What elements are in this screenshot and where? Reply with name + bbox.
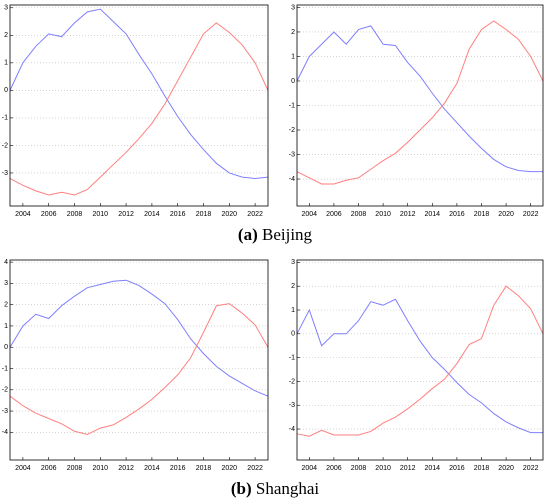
- caption: (a) Beijing: [238, 225, 313, 244]
- y-tick-label: 3: [4, 280, 8, 287]
- y-tick-label: 2: [291, 29, 295, 36]
- caption: (b) Shanghai: [231, 479, 320, 498]
- x-tick-label: 2018: [196, 465, 212, 472]
- y-tick-label: 1: [291, 53, 295, 60]
- y-tick-label: -2: [2, 387, 8, 394]
- x-tick-label: 2014: [425, 465, 441, 472]
- x-tick-label: 2022: [523, 211, 539, 218]
- y-tick-label: -2: [289, 127, 295, 134]
- caption-text: Shanghai: [256, 479, 320, 498]
- x-tick-label: 2014: [425, 211, 441, 218]
- axes-frame: [9, 259, 269, 461]
- y-tick-label: -3: [289, 151, 295, 158]
- axes-frame: [9, 4, 269, 207]
- x-tick-label: 2006: [326, 211, 342, 218]
- caption-label: (a): [238, 225, 258, 244]
- y-tick-label: 3: [4, 5, 8, 12]
- x-tick-label: 2016: [170, 465, 186, 472]
- x-tick-label: 2012: [118, 211, 134, 218]
- y-tick-label: 2: [4, 302, 8, 309]
- x-tick-label: 2004: [302, 465, 318, 472]
- y-tick-label: 0: [4, 344, 8, 351]
- x-tick-label: 2020: [498, 211, 514, 218]
- axes-frame: [296, 4, 544, 207]
- y-tick-label: -1: [2, 365, 8, 372]
- x-tick-label: 2010: [93, 465, 109, 472]
- x-tick-label: 2020: [222, 465, 238, 472]
- y-tick-label: 3: [291, 4, 295, 11]
- x-tick-label: 2022: [247, 465, 263, 472]
- x-tick-label: 2004: [302, 211, 318, 218]
- y-tick-label: -2: [2, 142, 8, 149]
- x-tick-label: 2010: [375, 465, 391, 472]
- x-tick-label: 2016: [449, 465, 465, 472]
- x-tick-label: 2020: [498, 465, 514, 472]
- y-tick-label: -2: [289, 378, 295, 385]
- y-tick-label: -1: [2, 115, 8, 122]
- y-tick-label: -3: [289, 402, 295, 409]
- y-tick-label: 0: [4, 87, 8, 94]
- x-tick-label: 2006: [41, 465, 57, 472]
- x-tick-label: 2006: [326, 465, 342, 472]
- y-tick-label: 4: [4, 259, 8, 266]
- y-tick-label: -4: [289, 426, 295, 433]
- y-tick-label: 2: [4, 32, 8, 39]
- y-tick-label: 3: [291, 259, 295, 266]
- y-tick-label: 2: [291, 283, 295, 290]
- y-tick-label: -4: [289, 176, 295, 183]
- caption-label: (b): [231, 479, 252, 498]
- x-tick-label: 2016: [449, 211, 465, 218]
- x-tick-label: 2014: [144, 211, 160, 218]
- series-line: [9, 303, 269, 435]
- x-tick-label: 2020: [222, 211, 238, 218]
- series-line: [9, 279, 269, 397]
- series-line: [9, 8, 269, 179]
- y-tick-label: 1: [4, 60, 8, 67]
- series-line: [296, 298, 543, 434]
- x-tick-label: 2018: [196, 211, 212, 218]
- x-tick-label: 2006: [41, 211, 57, 218]
- x-tick-label: 2016: [170, 211, 186, 218]
- x-tick-label: 2010: [93, 211, 109, 218]
- y-tick-label: -1: [289, 354, 295, 361]
- x-tick-label: 2012: [118, 465, 134, 472]
- y-tick-label: 1: [291, 307, 295, 314]
- x-tick-label: 2022: [523, 465, 539, 472]
- x-tick-label: 2008: [351, 211, 367, 218]
- y-tick-label: 0: [291, 331, 295, 338]
- x-tick-label: 2004: [15, 211, 31, 218]
- y-tick-label: -3: [2, 170, 8, 177]
- series-line: [9, 22, 269, 196]
- caption-text: Beijing: [262, 225, 313, 244]
- x-tick-label: 2018: [474, 465, 490, 472]
- x-tick-label: 2014: [144, 465, 160, 472]
- x-tick-label: 2012: [400, 465, 416, 472]
- x-tick-label: 2004: [15, 465, 31, 472]
- x-tick-label: 2022: [247, 211, 263, 218]
- axes-frame: [296, 259, 544, 461]
- y-tick-label: 0: [291, 78, 295, 85]
- x-tick-label: 2018: [474, 211, 490, 218]
- y-tick-label: -1: [289, 102, 295, 109]
- x-tick-label: 2012: [400, 211, 416, 218]
- x-tick-label: 2008: [351, 465, 367, 472]
- x-tick-label: 2008: [67, 211, 83, 218]
- series-line: [296, 25, 543, 173]
- x-tick-label: 2010: [375, 211, 391, 218]
- y-tick-label: -4: [2, 429, 8, 436]
- x-tick-label: 2008: [67, 465, 83, 472]
- series-line: [296, 20, 544, 185]
- series-line: [296, 285, 544, 437]
- y-tick-label: 1: [4, 323, 8, 330]
- y-tick-label: -3: [2, 408, 8, 415]
